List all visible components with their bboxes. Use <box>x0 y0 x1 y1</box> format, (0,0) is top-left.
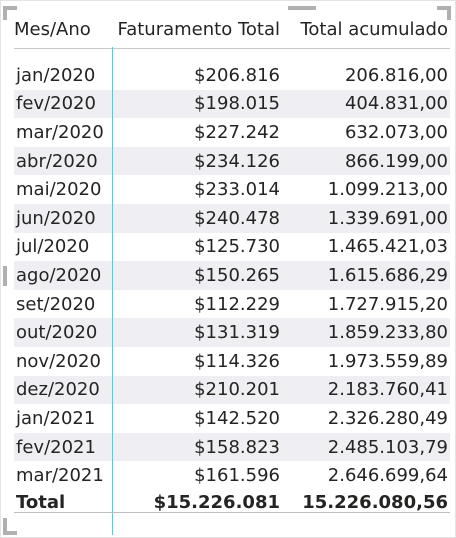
cell-cumulative: 2.183.760,41 <box>288 375 450 405</box>
total-cumulative: 15.226.080,56 <box>302 492 448 514</box>
table-row[interactable]: nov/2020 $114.326 1.973.559,89 <box>14 347 450 376</box>
cell-cumulative: 404.831,00 <box>288 89 450 119</box>
cell-cumulative: 206.816,00 <box>344 64 448 86</box>
cell-month: mai/2020 <box>16 179 102 201</box>
cell-revenue: $210.201 <box>114 375 288 405</box>
cell-cumulative: 866.199,00 <box>288 146 450 176</box>
cell-revenue: $233.014 <box>194 179 280 201</box>
cell-month: mar/2020 <box>16 121 104 143</box>
cell-revenue: $142.520 <box>194 407 280 429</box>
cell-cumulative: 1.465.421,03 <box>327 236 448 258</box>
table-row[interactable]: mar/2020 $227.242 632.073,00 <box>14 118 450 147</box>
table-header: Mes/Ano Faturamento Total Total acumulad… <box>14 10 450 49</box>
cell-cumulative: 1.099.213,00 <box>327 179 448 201</box>
matrix-table-container: Mes/Ano Faturamento Total Total acumulad… <box>14 10 450 516</box>
cell-revenue: $125.730 <box>194 236 280 258</box>
cell-revenue: $112.229 <box>194 293 280 315</box>
cell-month: out/2020 <box>14 318 114 347</box>
table-body: jan/2020 $206.816 206.816,00 fev/2020 $198.0… <box>14 49 450 490</box>
cell-revenue: $206.816 <box>194 64 280 86</box>
cell-month: ago/2020 <box>14 261 114 290</box>
cell-cumulative: 2.485.103,79 <box>288 432 450 462</box>
column-header-month[interactable]: Mes/Ano <box>14 10 114 49</box>
table-row[interactable]: fev/2020 $198.015 404.831,00 <box>14 89 450 119</box>
column-header-revenue[interactable]: Faturamento Total <box>114 10 288 49</box>
total-revenue: $15.226.081 <box>153 492 280 514</box>
resize-handle-top-right[interactable] <box>437 6 451 10</box>
column-header-cumulative[interactable]: Total acumulado <box>288 10 450 49</box>
resize-handle-top-middle[interactable] <box>288 6 316 10</box>
cell-month: dez/2020 <box>14 375 114 405</box>
cell-month: mar/2021 <box>16 465 104 487</box>
cell-cumulative: 1.973.559,89 <box>327 350 448 372</box>
table-total-row: Total $15.226.081 15.226.080,56 <box>14 490 450 516</box>
cell-cumulative: 1.615.686,29 <box>288 261 450 290</box>
table-row[interactable]: fev/2021 $158.823 2.485.103,79 <box>14 432 450 462</box>
cell-cumulative: 1.859.233,80 <box>288 318 450 347</box>
revenue-table: Mes/Ano Faturamento Total Total acumulad… <box>14 10 450 516</box>
table-row[interactable]: jun/2020 $240.478 1.339.691,00 <box>14 203 450 233</box>
cell-cumulative: 1.339.691,00 <box>288 203 450 233</box>
table-row[interactable]: abr/2020 $234.126 866.199,00 <box>14 146 450 176</box>
cell-revenue: $161.596 <box>194 465 280 487</box>
cell-cumulative: 632.073,00 <box>344 121 448 143</box>
total-label: Total <box>16 492 66 514</box>
cell-cumulative: 1.727.915,20 <box>327 293 448 315</box>
cell-month: jan/2020 <box>16 64 96 86</box>
cell-month: jul/2020 <box>16 236 90 258</box>
total-separator <box>14 512 450 513</box>
table-row[interactable]: out/2020 $131.319 1.859.233,80 <box>14 318 450 347</box>
table-row[interactable]: ago/2020 $150.265 1.615.686,29 <box>14 261 450 290</box>
cell-month: jun/2020 <box>14 203 114 233</box>
table-row[interactable]: mar/2021 $161.596 2.646.699,64 <box>14 461 450 490</box>
table-row[interactable]: jan/2020 $206.816 206.816,00 <box>14 61 450 90</box>
cell-revenue: $198.015 <box>114 89 288 119</box>
cell-month: fev/2021 <box>14 432 114 462</box>
cell-cumulative: 2.646.699,64 <box>327 465 448 487</box>
cell-revenue: $234.126 <box>114 146 288 176</box>
cell-revenue: $150.265 <box>114 261 288 290</box>
table-row[interactable]: jul/2020 $125.730 1.465.421,03 <box>14 233 450 262</box>
cell-month: nov/2020 <box>16 350 101 372</box>
resize-handle-bottom-left-horizontal[interactable] <box>3 531 17 535</box>
cell-month: jan/2021 <box>16 407 96 429</box>
resize-handle-middle-left[interactable] <box>3 266 7 286</box>
cell-month: abr/2020 <box>14 146 114 176</box>
cell-revenue: $131.319 <box>114 318 288 347</box>
cell-month: set/2020 <box>16 293 96 315</box>
cell-month: fev/2020 <box>14 89 114 119</box>
resize-handle-top-left[interactable] <box>3 6 17 10</box>
cell-revenue: $227.242 <box>194 121 280 143</box>
table-row[interactable]: mai/2020 $233.014 1.099.213,00 <box>14 175 450 204</box>
cell-cumulative: 2.326.280,49 <box>327 407 448 429</box>
cell-revenue: $240.478 <box>114 203 288 233</box>
table-row[interactable]: jan/2021 $142.520 2.326.280,49 <box>14 404 450 433</box>
column-divider <box>112 47 113 535</box>
cell-revenue: $158.823 <box>114 432 288 462</box>
table-row[interactable]: dez/2020 $210.201 2.183.760,41 <box>14 375 450 405</box>
resize-handle-bottom-left[interactable] <box>3 518 7 534</box>
resize-handle-top-left-vertical[interactable] <box>3 6 7 20</box>
table-row[interactable]: set/2020 $112.229 1.727.915,20 <box>14 290 450 319</box>
cell-revenue: $114.326 <box>194 350 280 372</box>
